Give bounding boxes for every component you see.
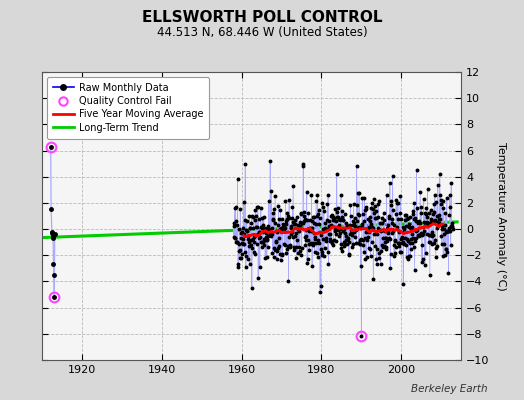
Text: ELLSWORTH POLL CONTROL: ELLSWORTH POLL CONTROL	[142, 10, 382, 25]
Text: 44.513 N, 68.446 W (United States): 44.513 N, 68.446 W (United States)	[157, 26, 367, 39]
Y-axis label: Temperature Anomaly (°C): Temperature Anomaly (°C)	[496, 142, 506, 290]
Legend: Raw Monthly Data, Quality Control Fail, Five Year Moving Average, Long-Term Tren: Raw Monthly Data, Quality Control Fail, …	[47, 77, 209, 139]
Text: Berkeley Earth: Berkeley Earth	[411, 384, 487, 394]
